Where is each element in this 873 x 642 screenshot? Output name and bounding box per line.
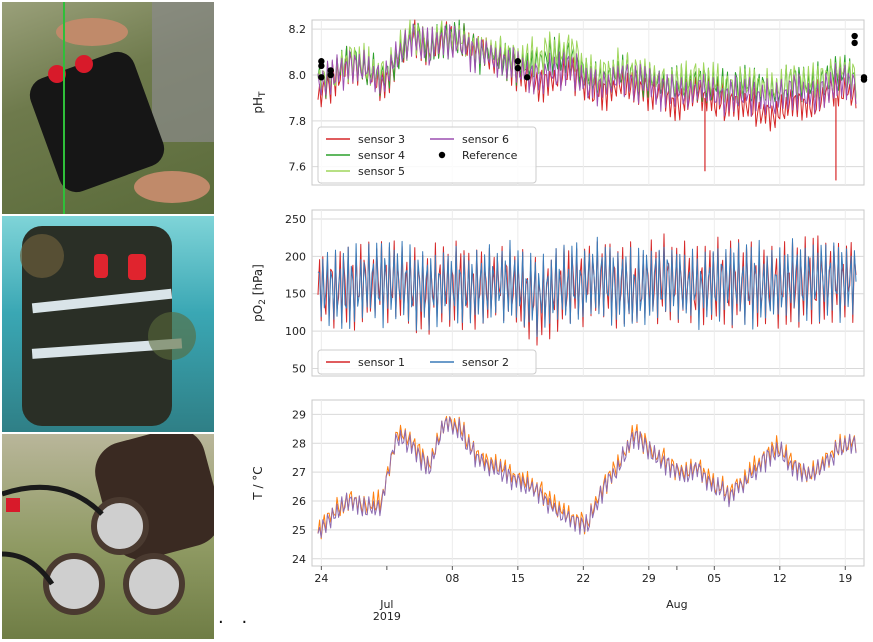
reference-point: [327, 71, 334, 79]
x-tick-label: 12: [773, 572, 787, 585]
y-tick-label: 50: [292, 363, 306, 376]
reference-point: [318, 58, 325, 65]
legend-label: sensor 2: [462, 356, 509, 369]
legend-label: sensor 4: [358, 149, 405, 162]
sensor-time-series-chart: 7.6 7.8 8.0 8.2 pHT sensor 3 sensor 4 sensor 5 s…: [251, 19, 868, 623]
y-tick-label: 200: [285, 250, 306, 263]
legend-marker: [438, 151, 446, 159]
y-tick-label: 27: [292, 466, 306, 479]
legend-label: sensor 3: [358, 133, 405, 146]
reference-point: [318, 74, 325, 81]
legend-label: sensor 1: [358, 356, 405, 369]
series-line: [317, 23, 857, 117]
x-tick-label: Jul: [379, 598, 393, 611]
series-line: [317, 416, 857, 538]
x-tick-label: 05: [707, 572, 721, 585]
y-axis-label: T / °C: [251, 466, 265, 500]
y-tick-label: 150: [285, 288, 306, 301]
reference-point: [860, 76, 868, 83]
x-tick-label: Aug: [666, 598, 687, 611]
reference-point: [851, 32, 858, 40]
photo-recovered-sensor-illustration: [2, 434, 214, 615]
photo-sensor-underwater-illustration: [20, 226, 196, 426]
x-tick-label: 29: [642, 572, 656, 585]
x-tick-label: 19: [838, 572, 852, 585]
y-tick-label: 28: [292, 437, 306, 450]
x-tick-label: 08: [445, 572, 459, 585]
y-axis-label: pHT: [251, 91, 268, 114]
plot-area-T: [311, 399, 865, 567]
reference-point: [327, 67, 334, 74]
reference-point: [318, 62, 325, 70]
y-tick-label: 25: [292, 524, 306, 537]
photo-recovered-sensor: [2, 434, 214, 639]
y-tick-label: 26: [292, 495, 306, 508]
x-tick-label: 15: [511, 572, 525, 585]
photo-sensor-in-hands: [2, 2, 214, 214]
reference-point: [514, 58, 522, 65]
reference-point: [851, 39, 858, 47]
legend-box: [317, 349, 537, 375]
reference-point: [523, 74, 531, 81]
legend-box: [317, 126, 537, 184]
photo-sensor-in-hands-illustration: [29, 2, 214, 214]
x-tick-label: 24: [314, 572, 328, 585]
y-tick-label: 7.6: [289, 161, 307, 174]
y-tick-label: 100: [285, 325, 306, 338]
x-tick-label: 22: [576, 572, 590, 585]
legend-label: sensor 6: [462, 133, 509, 146]
legend-label: Reference: [462, 149, 518, 162]
legend-label: sensor 5: [358, 165, 405, 178]
y-tick-label: 7.8: [289, 115, 307, 128]
y-tick-label: 8.0: [289, 69, 307, 82]
y-tick-label: 250: [285, 213, 306, 226]
y-tick-label: 24: [292, 553, 306, 566]
y-axis-label: pO2 [hPa]: [251, 264, 268, 322]
y-tick-label: 8.2: [289, 23, 307, 36]
ellipsis-mark: · ·: [218, 612, 254, 633]
y-tick-label: 29: [292, 408, 306, 421]
reference-point: [514, 64, 522, 72]
series-line: [317, 236, 857, 338]
x-tick-label: 2019: [373, 610, 401, 623]
photo-sensor-underwater: [2, 216, 214, 432]
